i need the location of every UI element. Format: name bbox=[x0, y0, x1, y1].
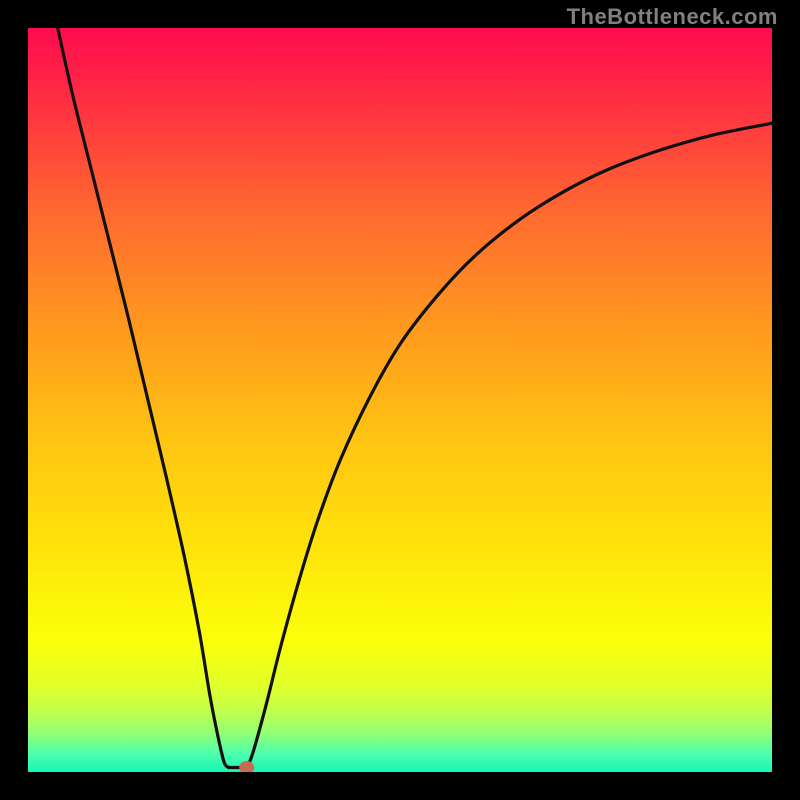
chart-svg bbox=[28, 28, 772, 772]
plot-area bbox=[28, 28, 772, 772]
chart-frame: TheBottleneck.com bbox=[0, 0, 800, 800]
watermark-text: TheBottleneck.com bbox=[567, 4, 778, 30]
gradient-background bbox=[28, 28, 772, 772]
